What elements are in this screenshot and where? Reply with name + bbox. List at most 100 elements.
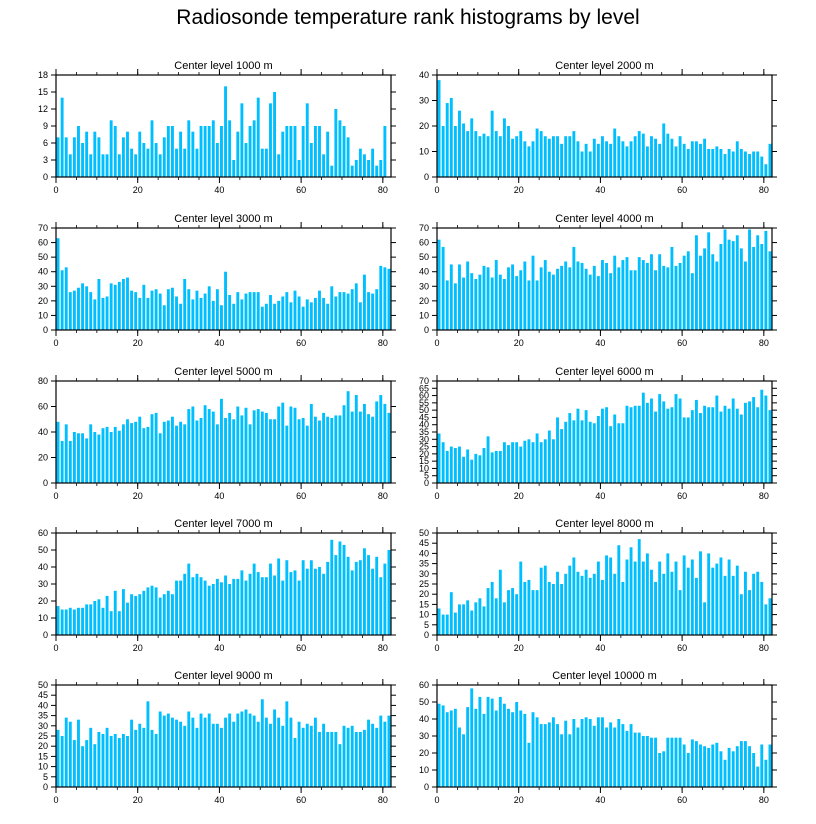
bar <box>756 571 760 635</box>
bar <box>682 744 686 787</box>
bar <box>662 265 666 330</box>
bar <box>707 232 711 330</box>
bar <box>658 561 662 635</box>
bar <box>285 425 289 484</box>
bar <box>301 306 305 330</box>
x-tick-label: 80 <box>759 338 769 348</box>
bar <box>641 392 645 483</box>
bar <box>301 126 305 177</box>
bar <box>72 609 76 635</box>
bar <box>236 292 240 330</box>
bar <box>224 86 227 177</box>
bar <box>560 143 564 177</box>
bar <box>346 727 350 787</box>
bar <box>617 545 621 635</box>
bar <box>367 555 370 635</box>
x-tick-label: 60 <box>296 338 306 348</box>
y-tick-label: 0 <box>43 782 48 792</box>
y-tick-label: 12 <box>38 104 48 114</box>
y-tick-label: 0 <box>424 325 429 335</box>
bar <box>56 729 60 787</box>
bar <box>490 277 494 330</box>
bar <box>232 303 236 330</box>
y-tick-label: 5 <box>43 772 48 782</box>
bar <box>719 244 723 330</box>
bar <box>117 738 121 787</box>
bar <box>727 148 731 177</box>
bar <box>354 731 358 787</box>
bar <box>240 299 244 330</box>
bar <box>346 391 350 483</box>
bar <box>142 727 146 787</box>
bar <box>535 590 539 635</box>
bar <box>277 154 281 177</box>
bar <box>568 267 572 330</box>
bar <box>694 741 698 787</box>
bar <box>109 283 113 330</box>
bar <box>346 556 350 635</box>
bar <box>654 270 658 330</box>
bar <box>130 290 134 330</box>
bar <box>478 136 482 177</box>
bar <box>494 450 498 483</box>
bar <box>367 292 370 330</box>
bar <box>682 255 686 330</box>
bar <box>228 120 232 177</box>
bar <box>539 724 543 787</box>
bar <box>707 553 711 635</box>
chart-panel: Center level 3000 m 0 10 20 30 40 50 60 70 0 20 40 6… <box>38 213 396 348</box>
bar <box>56 421 60 483</box>
bar <box>674 561 678 635</box>
bar <box>89 727 93 787</box>
bar <box>478 696 482 787</box>
bar <box>232 721 236 787</box>
bar <box>121 279 125 330</box>
bar <box>547 271 551 330</box>
bar <box>326 131 330 177</box>
bar <box>462 604 465 635</box>
bar <box>338 415 342 483</box>
bar <box>764 230 768 330</box>
bar <box>289 406 293 483</box>
bar <box>752 151 756 177</box>
bar <box>350 289 354 330</box>
bar <box>711 744 715 787</box>
x-tick-label: 40 <box>214 185 224 195</box>
y-tick-label: 15 <box>38 751 48 761</box>
bar <box>551 274 555 330</box>
bar <box>297 419 301 483</box>
y-tick-label: 10 <box>38 310 48 320</box>
bar <box>690 141 694 177</box>
bar <box>498 569 502 635</box>
bar <box>101 733 105 787</box>
bar <box>731 241 735 330</box>
bar <box>678 398 682 483</box>
bar <box>330 417 334 483</box>
bar <box>179 721 183 787</box>
bar <box>264 717 268 787</box>
bar <box>260 411 264 483</box>
bar <box>564 720 568 787</box>
bar <box>682 417 686 483</box>
bar <box>531 442 535 483</box>
bar <box>543 724 547 787</box>
bar <box>350 165 354 177</box>
bar <box>330 165 334 177</box>
bar <box>568 734 572 787</box>
bar <box>211 411 215 483</box>
bar <box>309 560 313 635</box>
bar <box>621 260 625 330</box>
bar <box>154 143 158 177</box>
bar <box>244 580 248 635</box>
figure-title: Radiosonde temperature rank histograms b… <box>176 6 640 29</box>
bar <box>519 131 523 177</box>
y-tick-label: 30 <box>419 434 429 444</box>
bar <box>686 251 690 330</box>
bar <box>105 727 109 787</box>
bar <box>68 607 72 635</box>
bar <box>81 433 84 483</box>
y-tick-label: 65 <box>419 383 429 393</box>
bar <box>248 126 252 177</box>
y-tick-label: 18 <box>38 70 48 80</box>
bar <box>486 267 490 330</box>
